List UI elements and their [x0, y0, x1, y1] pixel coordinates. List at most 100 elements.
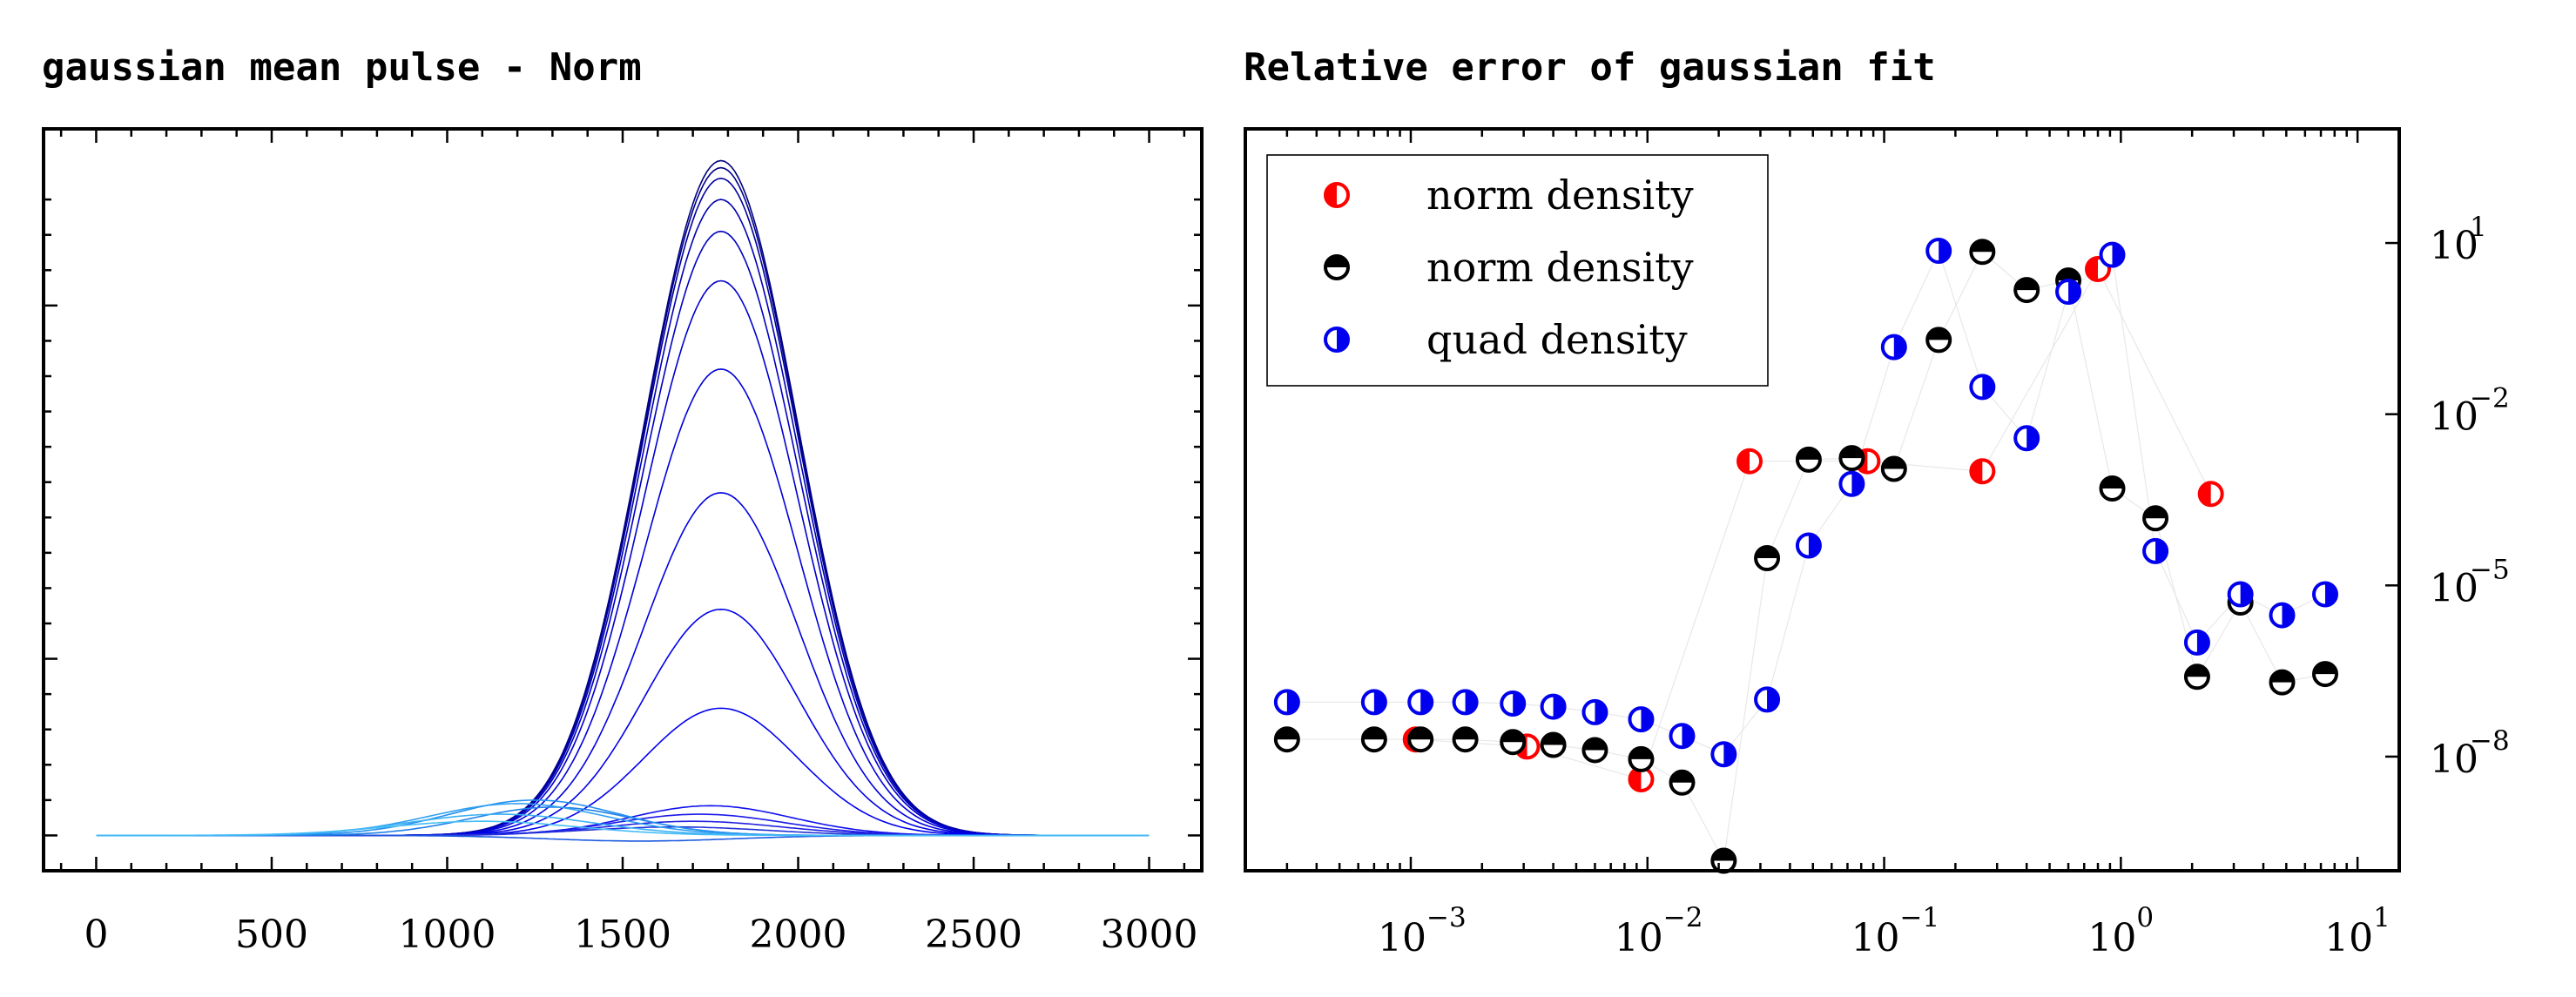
chart-right-title: Relative error of gaussian fit	[1244, 45, 1936, 90]
x-tick-label: 500	[235, 913, 308, 957]
point-series-2	[1581, 737, 1608, 764]
x-tick-label: 2500	[925, 913, 1022, 957]
pulse-series-9	[96, 608, 1150, 837]
legend-label-2: norm density	[1426, 244, 1694, 291]
legend-label-3: quad density	[1426, 316, 1688, 363]
pulse-series-7	[96, 368, 1150, 837]
point-series-2	[1540, 731, 1567, 758]
x-tick-label: 1500	[574, 913, 671, 957]
point-series-3	[1795, 532, 1822, 559]
point-series-2	[1628, 745, 1655, 772]
x-log-tick-label: 10	[2087, 916, 2136, 960]
point-series-3	[1581, 698, 1608, 725]
point-series-2	[2142, 505, 2169, 532]
y-log-tick-exponent: 1	[2470, 212, 2487, 243]
y-log-tick-exponent: −5	[2470, 554, 2510, 585]
legend-frame	[1266, 154, 1769, 387]
pulse-series-3	[96, 177, 1150, 837]
point-series-2	[2183, 664, 2210, 690]
point-series-2	[1880, 455, 1907, 482]
point-series-2	[1969, 239, 1996, 266]
y-log-tick-label: 10	[2430, 566, 2478, 610]
point-series-2	[1710, 847, 1737, 874]
x-log-tick-label: 10	[2324, 916, 2373, 960]
y-log-tick-label: 10	[2430, 395, 2478, 440]
point-series-2	[2311, 661, 2338, 688]
chart-gaussian-mean-pulse: gaussian mean pulse - Norm 0 500 1000 1500 2…	[42, 45, 1204, 957]
y-log-tick-label: 10	[2430, 224, 2478, 268]
y-log-tick-exponent: −8	[2470, 725, 2510, 757]
point-series-3	[1452, 689, 1479, 716]
pulse-series-6	[96, 280, 1150, 837]
point-series-3	[1969, 374, 1996, 401]
point-series-3	[1838, 470, 1865, 497]
right-series-group	[1273, 238, 2338, 874]
x-log-tick-label: 10	[1378, 916, 1426, 960]
point-series-2	[2269, 669, 2296, 696]
pulse-series-15	[96, 834, 1150, 842]
point-series-3	[1500, 690, 1527, 717]
point-series-2	[1407, 726, 1434, 753]
left-series-group	[96, 159, 1150, 842]
point-series-3	[1273, 689, 1300, 716]
point-series-3	[2227, 581, 2254, 608]
point-series-2	[2013, 277, 2040, 304]
point-series-2	[1500, 729, 1527, 756]
chart-relative-error: Relative error of gaussian fit 10 −3 10 −2 1…	[1244, 45, 2510, 960]
point-series-3	[2099, 241, 2126, 268]
point-series-3	[1407, 689, 1434, 716]
legend-label-1: norm density	[1426, 172, 1694, 219]
point-series-1	[1736, 448, 1763, 475]
x-tick-label: 1000	[398, 913, 496, 957]
pulse-series-20	[96, 820, 1150, 837]
x-tick-label: 0	[84, 913, 108, 957]
point-series-3	[2055, 279, 2082, 306]
point-series-2	[2099, 475, 2126, 502]
point-series-2	[1273, 726, 1300, 753]
point-series-2	[1838, 445, 1865, 472]
point-series-1	[1969, 458, 1996, 485]
chart-left-title: gaussian mean pulse - Norm	[42, 45, 642, 90]
point-series-2	[1754, 545, 1781, 572]
left-plot-frame	[42, 127, 1204, 872]
left-axis-ticks: 0 500 1000 1500 2000 2500 3000	[44, 129, 1202, 957]
right-plot-frame	[1244, 127, 2401, 872]
point-series-3	[1628, 706, 1655, 733]
point-series-3	[1925, 238, 1952, 265]
y-log-tick-label: 10	[2430, 738, 2478, 782]
legend-marker-2	[1324, 254, 1350, 280]
x-log-tick-exponent: −1	[1900, 902, 1940, 933]
point-series-1	[2197, 481, 2224, 508]
point-series-3	[1540, 693, 1567, 720]
pulse-series-4	[96, 199, 1150, 837]
x-log-tick-exponent: −2	[1663, 902, 1703, 933]
point-series-3	[1880, 333, 1907, 360]
point-series-2	[1669, 769, 1696, 796]
x-log-tick-exponent: −3	[1426, 902, 1467, 933]
x-tick-label: 2000	[750, 913, 847, 957]
x-log-tick-exponent: 1	[2373, 902, 2391, 933]
point-series-2	[1925, 327, 1952, 354]
point-series-2	[1360, 726, 1387, 753]
point-series-3	[1754, 686, 1781, 713]
y-log-tick-exponent: −2	[2470, 383, 2510, 414]
legend-marker-1	[1324, 182, 1350, 208]
x-tick-label: 3000	[1101, 913, 1198, 957]
point-series-2	[1795, 446, 1822, 473]
point-series-3	[2269, 602, 2296, 629]
point-series-2	[1452, 726, 1479, 753]
point-series-3	[1710, 741, 1737, 768]
point-series-3	[2311, 581, 2338, 608]
point-series-3	[2013, 425, 2040, 452]
point-series-3	[2142, 537, 2169, 564]
point-series-3	[1669, 723, 1696, 750]
point-series-3	[2183, 629, 2210, 656]
x-log-tick-label: 10	[1615, 916, 1663, 960]
point-series-3	[1360, 689, 1387, 716]
x-log-tick-exponent: 0	[2136, 902, 2154, 933]
x-log-tick-label: 10	[1851, 916, 1900, 960]
legend: norm density norm density quad density	[1266, 154, 1769, 387]
legend-marker-3	[1324, 327, 1350, 353]
